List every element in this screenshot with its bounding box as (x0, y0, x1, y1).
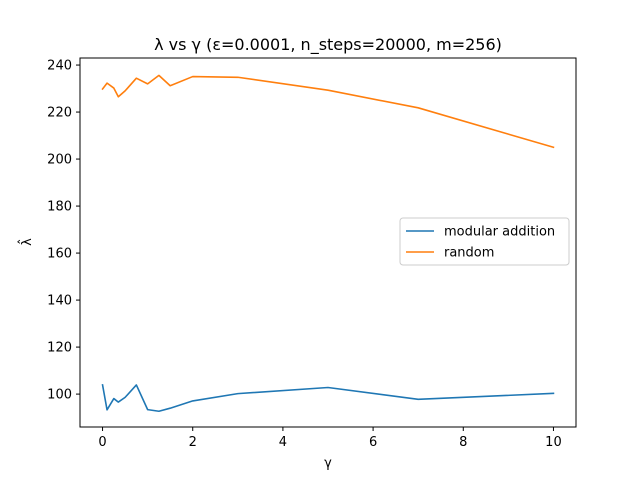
legend-label: random (444, 246, 494, 261)
axes-frame (79, 57, 577, 428)
x-tick-label: 10 (545, 435, 562, 450)
x-axis-label: γ (324, 456, 332, 471)
y-tick-label: 220 (47, 106, 72, 121)
y-tick-label: 140 (47, 294, 72, 309)
x-tick-label: 8 (459, 435, 467, 450)
y-tick-label: 240 (47, 59, 72, 74)
chart-title: λ vs γ (ε=0.0001, n_steps=20000, m=256) (154, 35, 502, 55)
x-tick-label: 0 (98, 435, 106, 450)
legend: modular addition random (399, 217, 570, 266)
x-tick-label: 6 (369, 435, 377, 450)
y-axis-ticks: 100 120 140 160 180 200 220 240 (47, 59, 80, 403)
y-tick-label: 200 (47, 153, 72, 168)
series-line-random (101, 74, 555, 149)
legend-box (399, 217, 570, 266)
y-axis-label: λ̂ (18, 238, 35, 246)
y-tick-label: 180 (47, 200, 72, 215)
y-tick-label: 120 (47, 341, 72, 356)
x-tick-label: 4 (279, 435, 287, 450)
x-tick-label: 2 (189, 435, 197, 450)
series-lines (101, 74, 555, 413)
y-tick-label: 160 (47, 247, 72, 262)
legend-label: modular addition (444, 225, 555, 240)
x-axis-ticks: 0 2 4 6 8 10 (98, 427, 562, 450)
y-tick-label: 100 (47, 388, 72, 403)
plot-area (79, 57, 577, 428)
series-line-modular-addition (101, 384, 555, 413)
